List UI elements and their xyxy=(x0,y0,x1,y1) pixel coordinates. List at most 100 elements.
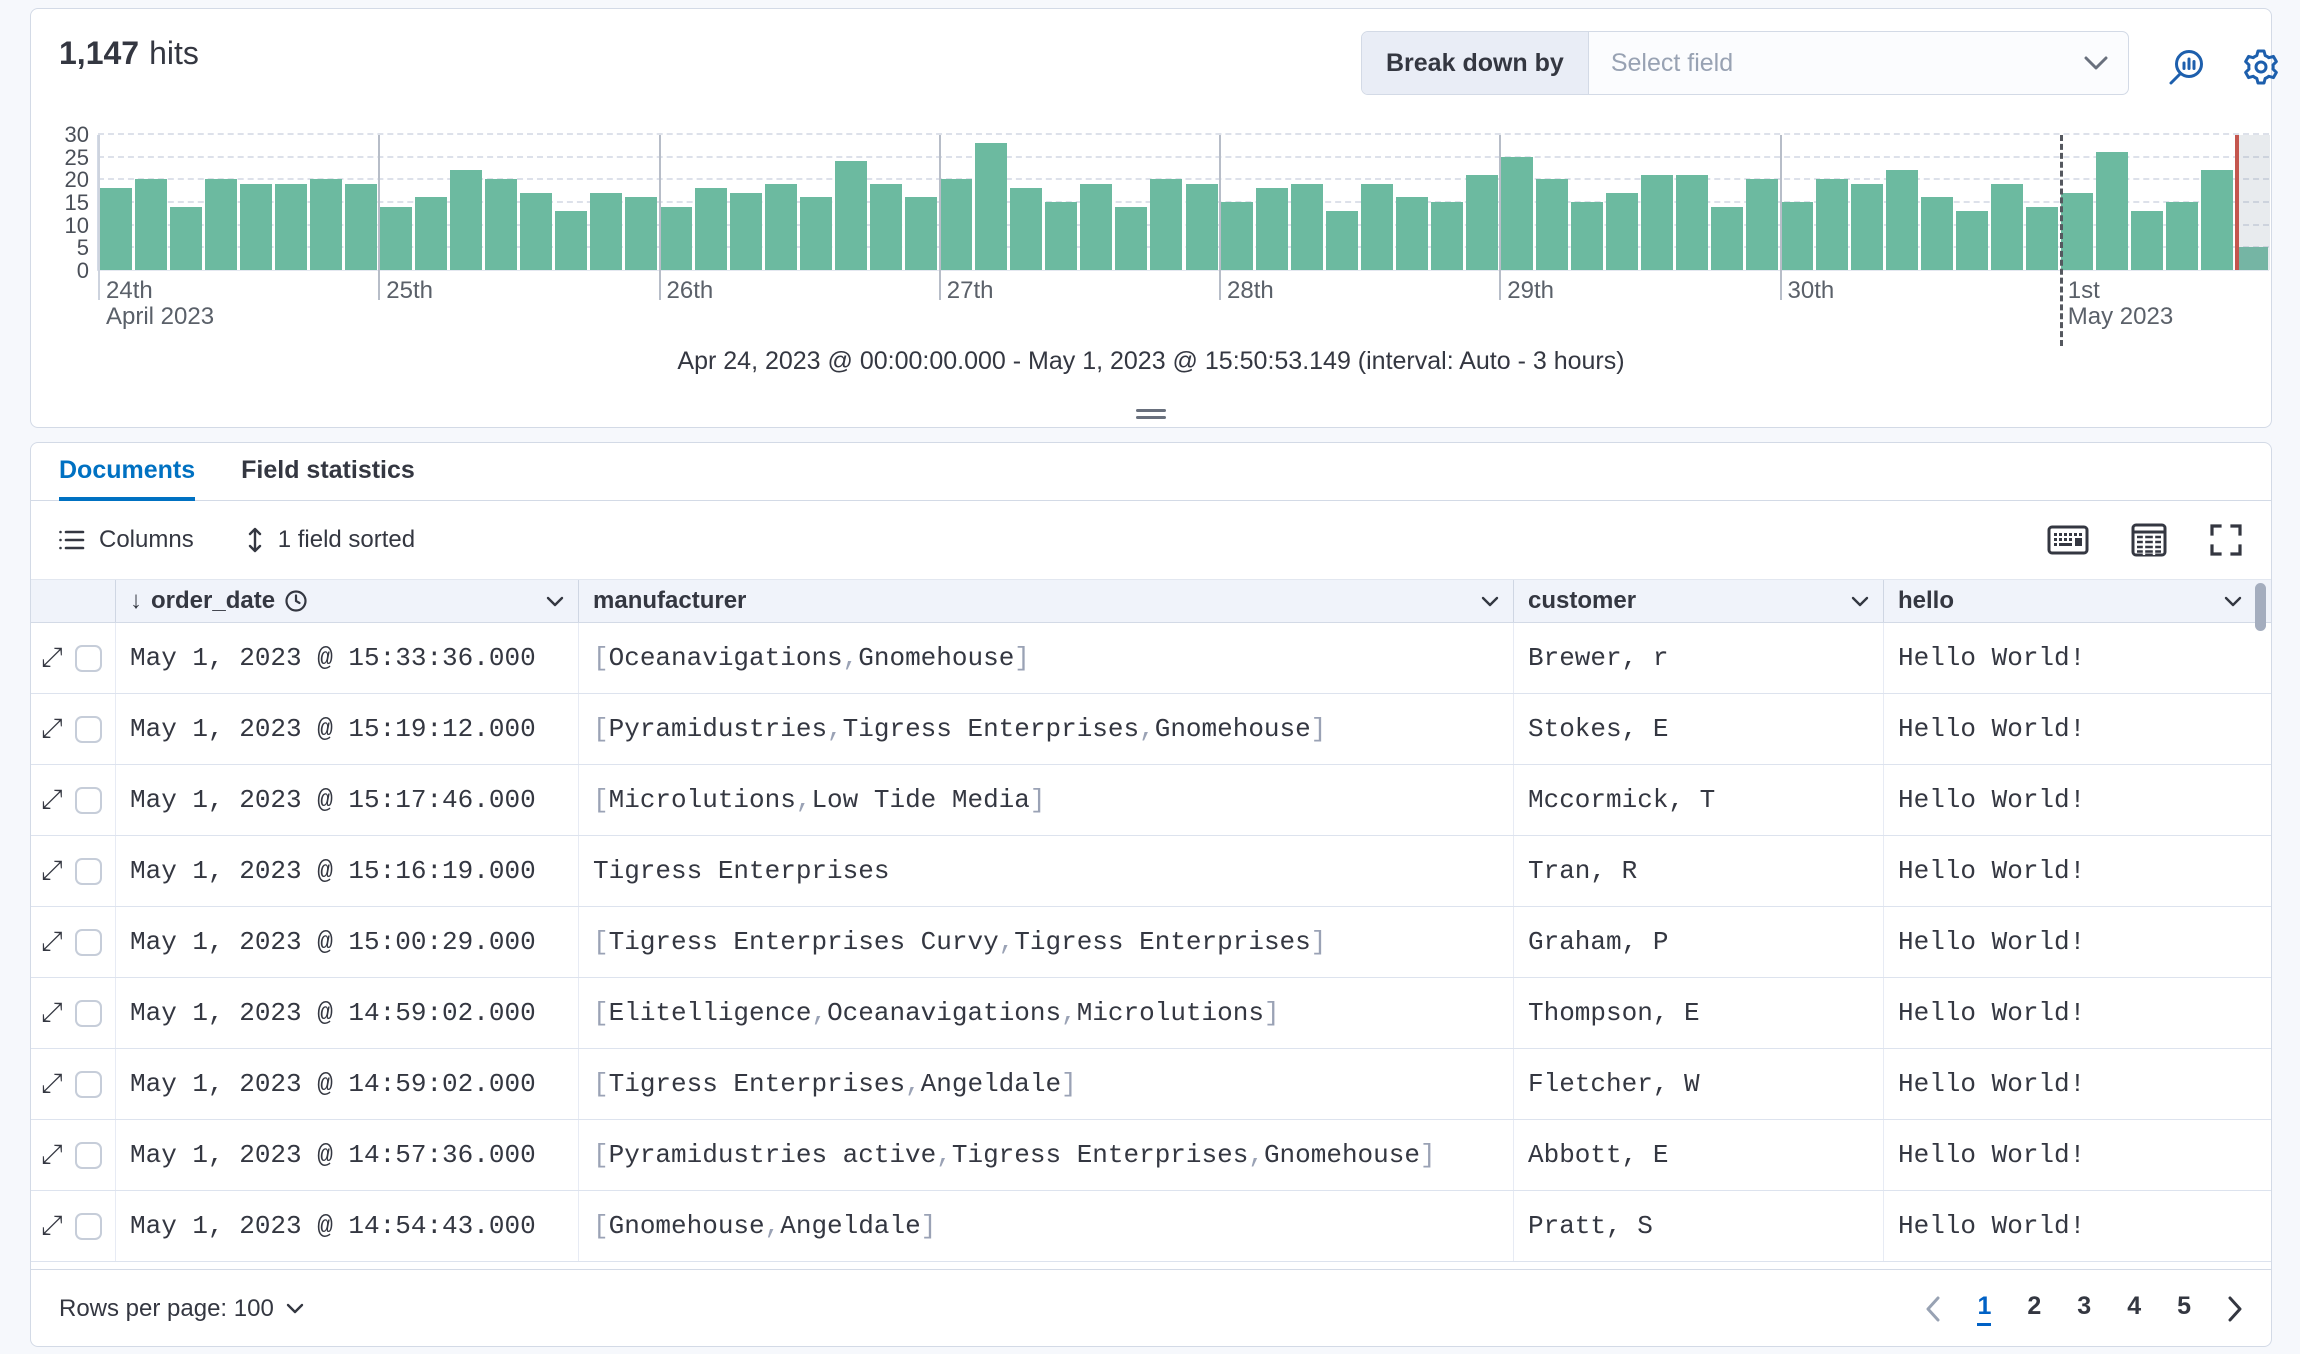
chevron-down-icon[interactable] xyxy=(1481,596,1499,607)
grid-header-hello[interactable]: hello xyxy=(1884,580,2256,622)
histogram-bar[interactable] xyxy=(1500,156,1533,270)
histogram-bar[interactable] xyxy=(975,143,1008,270)
row-checkbox[interactable] xyxy=(74,857,102,885)
histogram-bar[interactable] xyxy=(169,206,202,270)
histogram-bar[interactable] xyxy=(1570,202,1603,270)
row-checkbox[interactable] xyxy=(74,1141,102,1169)
histogram-bar[interactable] xyxy=(1150,179,1183,270)
settings-gear-icon[interactable] xyxy=(2241,47,2281,87)
histogram-bar[interactable] xyxy=(519,192,552,270)
histogram-bar[interactable] xyxy=(1535,179,1568,270)
columns-button[interactable]: Columns xyxy=(59,526,194,554)
rows-per-page-button[interactable]: Rows per page: 100 xyxy=(59,1295,304,1323)
histogram-bar[interactable] xyxy=(309,179,342,270)
histogram-bar[interactable] xyxy=(1465,174,1498,270)
histogram-bar[interactable] xyxy=(730,192,763,270)
breakdown-field-select[interactable]: Break down by Select field xyxy=(1361,31,2129,95)
row-checkbox[interactable] xyxy=(74,928,102,956)
histogram-bar[interactable] xyxy=(765,183,798,270)
row-checkbox[interactable] xyxy=(74,715,102,743)
histogram-bar[interactable] xyxy=(204,179,237,270)
row-checkbox[interactable] xyxy=(74,1070,102,1098)
tab-documents[interactable]: Documents xyxy=(59,443,196,501)
histogram-bar[interactable] xyxy=(1115,206,1148,270)
histogram-bar[interactable] xyxy=(660,206,693,270)
page-number-1[interactable]: 1 xyxy=(1977,1292,1992,1326)
histogram-bar[interactable] xyxy=(1991,183,2024,270)
histogram-bar[interactable] xyxy=(1045,202,1078,270)
fullscreen-icon[interactable] xyxy=(2209,523,2243,557)
histogram-bar[interactable] xyxy=(344,183,377,270)
display-options-icon[interactable] xyxy=(2131,523,2167,557)
sort-fields-button[interactable]: 1 field sorted xyxy=(246,526,415,554)
histogram-bar[interactable] xyxy=(1746,179,1779,270)
histogram-bar[interactable] xyxy=(1851,183,1884,270)
explore-data-icon[interactable] xyxy=(2167,47,2207,87)
page-number-4[interactable]: 4 xyxy=(2127,1291,2142,1320)
grid-header-order-date[interactable]: ↓ order_date xyxy=(116,580,579,622)
page-number-5[interactable]: 5 xyxy=(2177,1291,2191,1320)
histogram-bar[interactable] xyxy=(589,192,622,270)
histogram-bar[interactable] xyxy=(1290,183,1323,270)
histogram-bar[interactable] xyxy=(1816,179,1849,270)
histogram-bar[interactable] xyxy=(239,183,272,270)
histogram-bar[interactable] xyxy=(449,170,482,270)
expand-document-icon[interactable]: ⤢ xyxy=(41,1210,63,1241)
histogram-bar[interactable] xyxy=(905,197,938,270)
chevron-down-icon[interactable] xyxy=(2224,596,2242,607)
histogram-bar[interactable] xyxy=(940,179,973,270)
histogram-bar[interactable] xyxy=(2026,206,2059,270)
histogram-bar[interactable] xyxy=(1010,188,1043,270)
histogram-bar[interactable] xyxy=(835,161,868,270)
histogram-bar[interactable] xyxy=(1255,188,1288,270)
next-page-icon[interactable] xyxy=(2227,1296,2243,1322)
histogram-bar[interactable] xyxy=(2131,211,2164,270)
expand-document-icon[interactable]: ⤢ xyxy=(41,784,63,815)
expand-document-icon[interactable]: ⤢ xyxy=(41,713,63,744)
histogram-bar[interactable] xyxy=(1886,170,1919,270)
histogram-bar[interactable] xyxy=(1080,183,1113,270)
row-checkbox[interactable] xyxy=(74,999,102,1027)
expand-document-icon[interactable]: ⤢ xyxy=(41,642,63,673)
previous-page-icon[interactable] xyxy=(1925,1296,1941,1322)
histogram-bar[interactable] xyxy=(1185,183,1218,270)
grid-header-manufacturer[interactable]: manufacturer xyxy=(579,580,1514,622)
expand-document-icon[interactable]: ⤢ xyxy=(41,926,63,957)
histogram-bar[interactable] xyxy=(414,197,447,270)
breakdown-placeholder[interactable]: Select field xyxy=(1610,48,1734,77)
expand-document-icon[interactable]: ⤢ xyxy=(41,997,63,1028)
histogram-bar[interactable] xyxy=(1675,174,1708,270)
keyboard-icon[interactable] xyxy=(2047,525,2089,555)
histogram-bar[interactable] xyxy=(484,179,517,270)
row-checkbox[interactable] xyxy=(74,786,102,814)
histogram-bar[interactable] xyxy=(1956,211,1989,270)
row-checkbox[interactable] xyxy=(74,644,102,672)
histogram-bar[interactable] xyxy=(1430,202,1463,270)
histogram-bar[interactable] xyxy=(554,211,587,270)
histogram-bar[interactable] xyxy=(1325,211,1358,270)
page-number-2[interactable]: 2 xyxy=(2027,1291,2042,1320)
histogram-bar[interactable] xyxy=(2096,152,2129,270)
histogram-bar[interactable] xyxy=(2236,247,2269,270)
histogram-bar[interactable] xyxy=(1710,206,1743,270)
histogram-bar[interactable] xyxy=(134,179,167,270)
expand-document-icon[interactable]: ⤢ xyxy=(41,1139,63,1170)
histogram-bar[interactable] xyxy=(624,197,657,270)
histogram-bar[interactable] xyxy=(1220,202,1253,270)
histogram-bar[interactable] xyxy=(800,197,833,270)
expand-document-icon[interactable]: ⤢ xyxy=(41,855,63,886)
histogram-bar[interactable] xyxy=(99,188,132,270)
histogram-bar[interactable] xyxy=(379,206,412,270)
histogram-bar[interactable] xyxy=(2201,170,2234,270)
histogram-bar[interactable] xyxy=(274,183,307,270)
chevron-down-icon[interactable] xyxy=(546,596,564,607)
histogram-bar[interactable] xyxy=(1781,202,1814,270)
histogram-bar[interactable] xyxy=(1395,197,1428,270)
chevron-down-icon[interactable] xyxy=(2084,32,2128,94)
tab-field-statistics[interactable]: Field statistics xyxy=(241,455,415,484)
histogram-plot[interactable]: 24th April 2023 25th 26th 27th 28th 29th 30th 1s… xyxy=(97,133,2270,346)
chevron-down-icon[interactable] xyxy=(1851,596,1869,607)
histogram-bar[interactable] xyxy=(870,183,903,270)
vertical-scrollbar-thumb[interactable] xyxy=(2255,583,2266,631)
histogram-bar[interactable] xyxy=(1921,197,1954,270)
